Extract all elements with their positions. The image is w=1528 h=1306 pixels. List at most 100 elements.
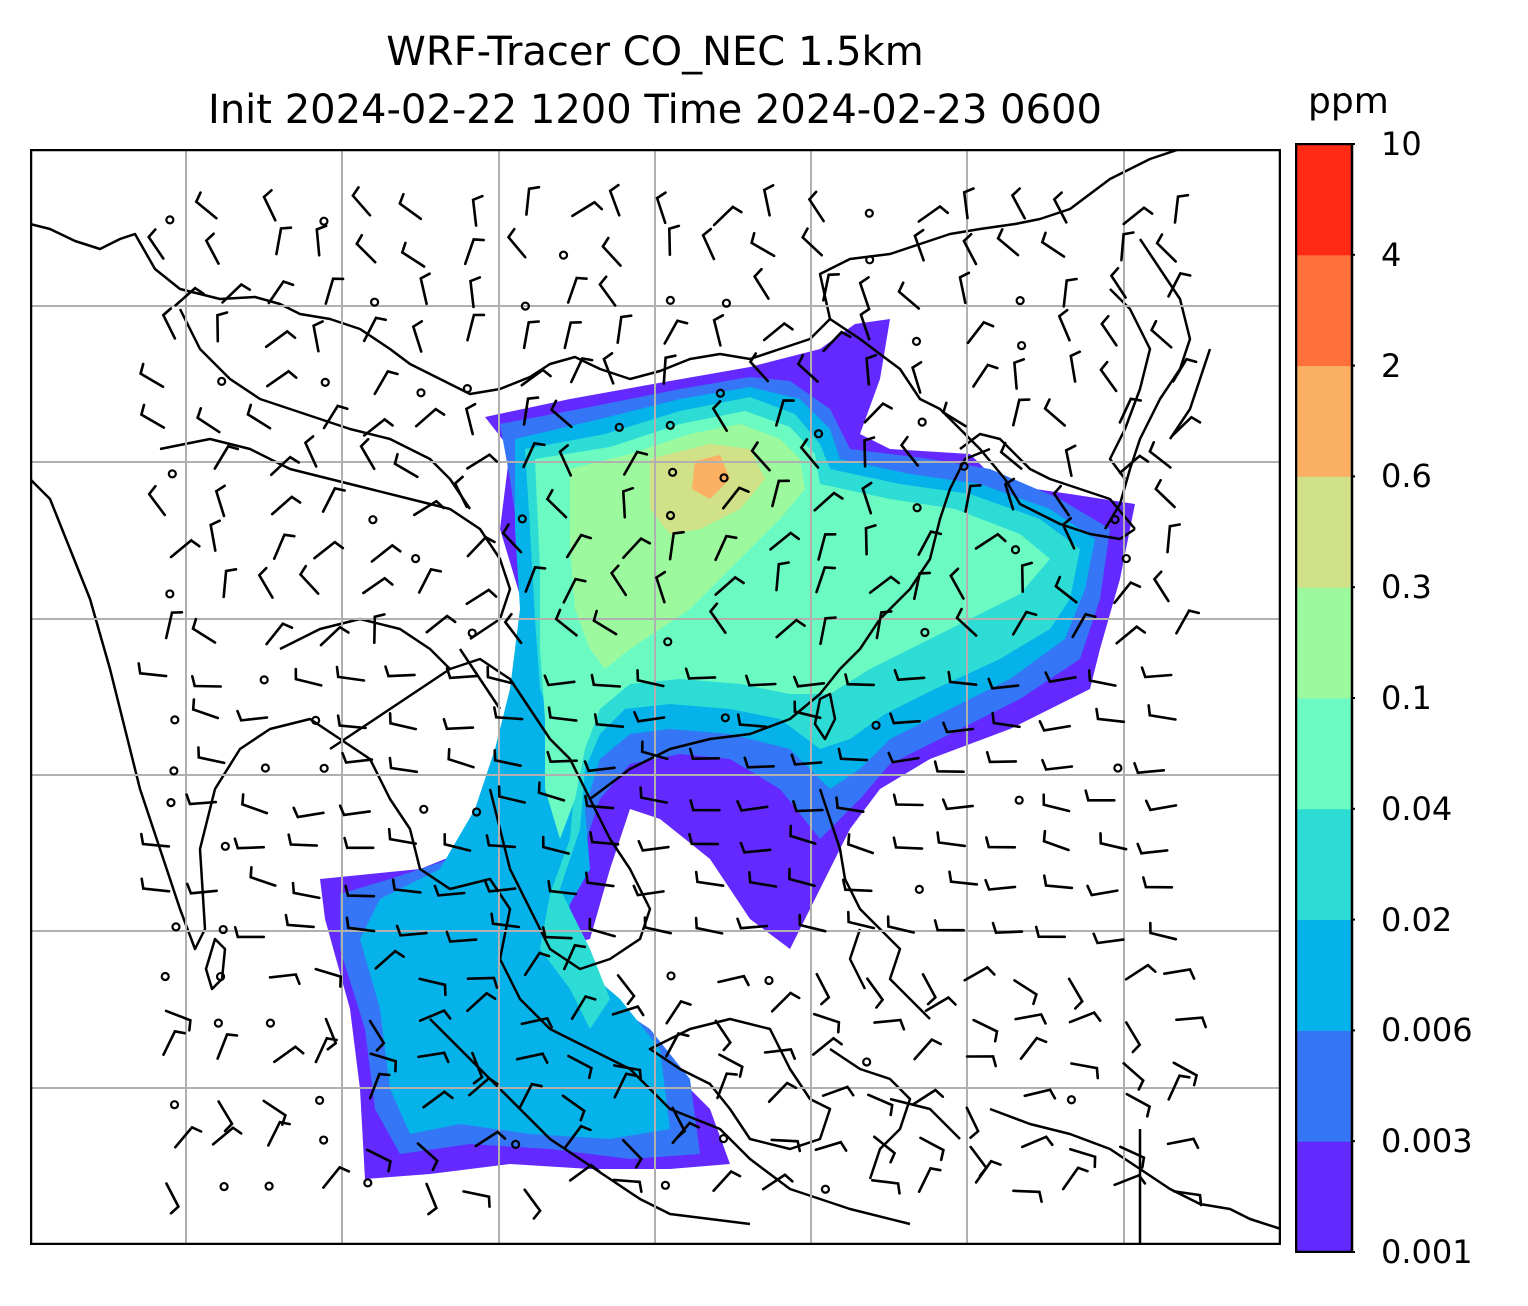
wind-barb: [191, 675, 222, 688]
wind-barb: [484, 880, 517, 893]
wind-barb: [688, 832, 720, 846]
calm-wind-marker: [215, 971, 226, 982]
wind-barb: [866, 977, 885, 1009]
wind-barb: [714, 1019, 732, 1052]
wind-barb: [570, 356, 594, 384]
wind-barb: [640, 740, 669, 761]
wind-barb: [445, 930, 478, 943]
wind-barb: [590, 673, 622, 688]
wind-barb: [722, 486, 750, 510]
wind-barb: [972, 1018, 999, 1043]
wind-barb: [1057, 308, 1071, 342]
wind-barb: [933, 760, 965, 773]
colorbar-tick-label: 10: [1381, 125, 1422, 163]
wind-barb: [1014, 1012, 1047, 1025]
wind-barb: [1020, 561, 1034, 593]
wind-barb: [466, 976, 499, 989]
calm-wind-marker: [917, 417, 927, 427]
colorbar-unit: ppm: [1308, 81, 1389, 122]
calm-wind-marker: [165, 589, 175, 599]
wind-barb: [1013, 979, 1038, 1006]
wind-barb: [941, 798, 974, 811]
calm-wind-marker: [217, 376, 227, 386]
wind-barb: [216, 311, 229, 343]
wind-barb: [233, 837, 266, 850]
wind-barb: [1052, 191, 1068, 224]
coastline-north: [30, 149, 1181, 396]
wind-barb: [314, 967, 343, 988]
wind-barb: [566, 276, 588, 304]
wind-barb: [841, 878, 873, 893]
wind-barb: [174, 286, 205, 307]
wind-barb: [303, 435, 318, 468]
wind-barb: [701, 227, 716, 261]
wind-barb: [875, 610, 893, 640]
wind-barb: [1122, 1062, 1145, 1091]
wind-barb: [362, 417, 394, 437]
wind-barb: [1020, 1135, 1054, 1149]
wind-barb: [564, 1124, 592, 1149]
calm-wind-marker: [920, 627, 930, 638]
wind-barb: [948, 870, 979, 886]
wind-barb: [1099, 832, 1128, 851]
wind-barb: [736, 917, 769, 930]
wind-barb: [637, 839, 670, 852]
wind-barb: [771, 479, 791, 508]
colorbar-segment: [1296, 365, 1352, 477]
calm-wind-marker: [160, 971, 170, 982]
colorbar-segment: [1296, 1030, 1352, 1142]
wind-barb: [211, 1126, 243, 1146]
wind-barb: [1171, 415, 1202, 437]
wind-barb: [770, 991, 801, 1013]
wind-barb: [1148, 441, 1172, 469]
calm-wind-marker: [1015, 296, 1025, 306]
wind-barb: [322, 404, 349, 430]
wind-barb: [1070, 1062, 1100, 1080]
wind-barb: [1142, 876, 1174, 889]
wind-barb: [194, 191, 218, 220]
wind-barb: [571, 200, 604, 218]
wind-barb: [338, 804, 371, 817]
wind-barb: [616, 314, 633, 344]
wind-barb: [388, 712, 418, 731]
wind-barb: [270, 495, 302, 516]
wind-barb: [541, 926, 573, 940]
calm-wind-marker: [220, 841, 230, 851]
wind-barb: [249, 866, 277, 887]
wind-barb: [464, 402, 477, 436]
wind-barb: [1067, 977, 1084, 1010]
wind-barb: [217, 1100, 234, 1133]
calm-wind-marker: [219, 1181, 229, 1192]
wind-barb: [522, 320, 540, 350]
colorbar-tick-label: 0.001: [1381, 1233, 1473, 1271]
wind-barbs: [137, 183, 1207, 1220]
wind-barb: [815, 972, 831, 1006]
calm-wind-marker: [813, 429, 824, 439]
wind-barb: [958, 271, 971, 305]
wind-barb: [351, 186, 372, 217]
wind-barb: [668, 530, 685, 561]
wind-barb: [322, 1165, 351, 1189]
wind-barb: [321, 486, 346, 513]
colorbar-segment: [1296, 808, 1352, 921]
wind-barb: [400, 241, 426, 268]
wind-barb: [291, 881, 321, 900]
wind-barb: [871, 1179, 901, 1195]
calm-wind-marker: [264, 1181, 274, 1191]
wind-barb: [1042, 829, 1070, 852]
wind-barb: [822, 330, 852, 353]
coastline-indochina: [329, 657, 652, 971]
wind-barb: [893, 668, 926, 682]
wind-barb: [974, 1159, 1002, 1184]
wind-barb: [147, 228, 165, 260]
wind-barb: [298, 564, 320, 595]
wind-barb: [418, 977, 447, 997]
wind-barb: [892, 836, 924, 850]
calm-wind-marker: [720, 713, 730, 723]
wind-barb: [185, 793, 218, 806]
wind-barb: [520, 368, 552, 387]
wind-barb: [812, 1012, 841, 1034]
wind-barb: [1154, 478, 1176, 509]
wind-barb: [801, 227, 823, 257]
wind-barb: [633, 710, 666, 723]
